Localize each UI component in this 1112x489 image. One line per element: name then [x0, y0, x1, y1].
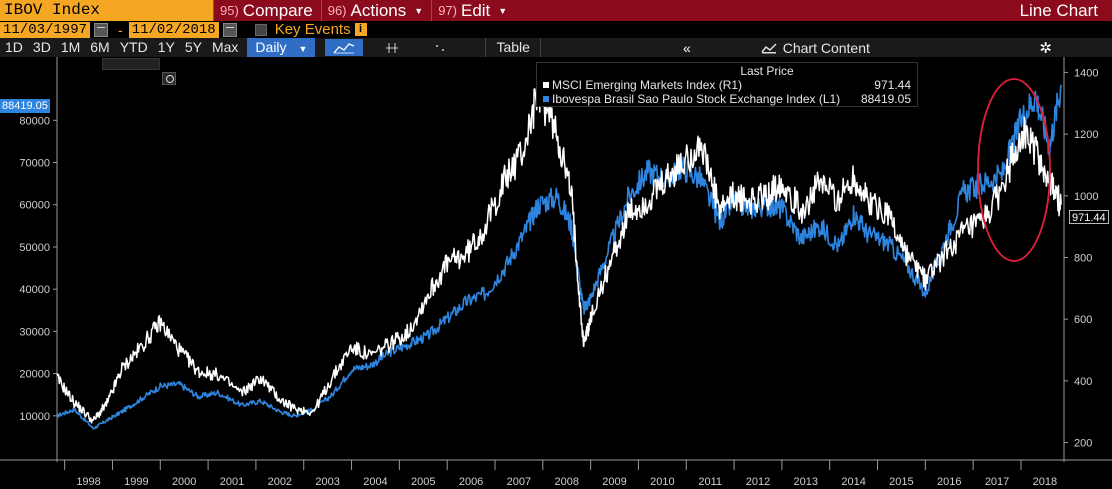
actions-menu[interactable]: 96) Actions ▼ — [320, 0, 431, 21]
chart-content-button[interactable]: Chart Content — [761, 40, 870, 56]
legend-series-name: Ibovespa Brasil Sao Paulo Stock Exchange… — [552, 92, 841, 106]
chart-legend: Last Price MSCI Emerging Markets Index (… — [536, 62, 918, 107]
left-axis-tick-label: 70000 — [19, 158, 50, 170]
edit-menu[interactable]: 97) Edit ▼ — [431, 0, 515, 21]
range-1y-button[interactable]: 1Y — [157, 39, 175, 55]
x-axis-tick-label: 2015 — [889, 476, 913, 488]
legend-header: Last Price — [740, 64, 794, 78]
legend-series-value: 971.44 — [874, 78, 911, 92]
key-events-label[interactable]: Key Events — [274, 21, 351, 38]
right-axis-tick-label: 200 — [1074, 438, 1092, 450]
key-events-checkbox[interactable] — [254, 23, 267, 36]
annotation-icon[interactable] — [421, 39, 459, 56]
range-ytd-button[interactable]: YTD — [119, 39, 148, 55]
x-axis-tick-label: 2009 — [602, 476, 626, 488]
x-axis-tick-label: 2017 — [985, 476, 1009, 488]
x-axis-tick-label: 2011 — [698, 476, 722, 488]
x-axis-tick-label: 2012 — [746, 476, 770, 488]
x-axis-tick-label: 2005 — [411, 476, 435, 488]
x-axis-tick-label: 2004 — [363, 476, 387, 488]
x-axis-tick-label: 1999 — [124, 476, 148, 488]
date-range-bar: 11/03/1997 - 11/02/2018 Key Events i — [0, 21, 1112, 38]
x-axis-tick-label: 2014 — [841, 476, 865, 488]
range-5y-button[interactable]: 5Y — [184, 39, 202, 55]
calendar-icon[interactable] — [94, 22, 109, 37]
legend-swatch-blue — [543, 96, 549, 102]
right-axis-tick-label: 600 — [1074, 314, 1092, 326]
range-6m-button[interactable]: 6M — [90, 39, 110, 55]
edit-menu-number: 97) — [438, 3, 457, 18]
right-axis-tick-label: 1400 — [1074, 67, 1098, 79]
x-axis-tick-label: 2002 — [268, 476, 292, 488]
right-axis-tick-label: 1200 — [1074, 129, 1098, 141]
frequency-value: Daily — [255, 39, 287, 55]
security-ticker[interactable]: IBOV Index — [0, 0, 213, 21]
actions-menu-number: 96) — [327, 3, 347, 18]
zoom-reset-icon[interactable] — [162, 72, 176, 85]
legend-item[interactable]: Ibovespa Brasil Sao Paulo Stock Exchange… — [537, 92, 917, 106]
crosshair-icon[interactable] — [373, 39, 411, 56]
x-axis-tick-label: 2003 — [315, 476, 339, 488]
x-axis-tick-label: 2008 — [554, 476, 578, 488]
legend-item[interactable]: MSCI Emerging Markets Index (R1) 971.44 — [537, 78, 917, 92]
range-max-button[interactable]: Max — [211, 39, 239, 55]
series-line-msci-em — [56, 74, 1062, 424]
x-axis-tick-label: 2000 — [172, 476, 196, 488]
gear-icon[interactable]: ✲ — [1039, 39, 1052, 57]
left-axis-last-value-tag: 88419.05 — [0, 99, 50, 113]
compare-menu[interactable]: 95) Compare — [213, 0, 321, 21]
x-axis-tick-label: 2018 — [1033, 476, 1057, 488]
chart-content-icon — [761, 42, 777, 53]
x-axis-tick-label: 2006 — [459, 476, 483, 488]
range-1d-button[interactable]: 1D — [5, 39, 23, 55]
table-button[interactable]: Table — [485, 38, 541, 57]
left-axis-tick-label: 60000 — [19, 200, 50, 212]
line-chart[interactable]: 10000 20000 30000 40000 50000 60000 70000 80000… — [0, 57, 1112, 489]
compare-menu-number: 95) — [220, 3, 239, 18]
chart-toolbar: 1D 3D 1M 6M YTD 1Y 5Y Max Daily ▼ Table «… — [0, 38, 1112, 57]
x-axis-tick-label: 2001 — [220, 476, 244, 488]
end-date-field[interactable]: 11/02/2018 — [128, 21, 219, 38]
frequency-dropdown[interactable]: Daily ▼ — [247, 38, 316, 57]
left-axis-tick-label: 80000 — [19, 115, 50, 127]
info-icon[interactable]: i — [354, 23, 367, 36]
calendar-icon[interactable] — [222, 22, 237, 37]
start-date-field[interactable]: 11/03/1997 — [0, 21, 91, 38]
chart-content-label: Chart Content — [782, 39, 870, 56]
left-axis-tick-label: 10000 — [19, 411, 50, 423]
x-axis-tick-label: 1998 — [76, 476, 100, 488]
right-axis-tick-label: 1000 — [1074, 191, 1098, 203]
right-axis-last-value-tag: 971.44 — [1069, 210, 1109, 224]
mini-drawing-toolbar[interactable] — [102, 58, 160, 70]
right-axis-tick-label: 800 — [1074, 253, 1092, 265]
legend-swatch-white — [543, 82, 549, 88]
collapse-icon[interactable]: « — [682, 39, 691, 56]
chevron-down-icon: ▼ — [414, 5, 424, 16]
range-1m-button[interactable]: 1M — [60, 39, 81, 55]
right-axis-tick-label: 400 — [1074, 376, 1092, 388]
edit-menu-label: Edit — [460, 0, 491, 20]
highlight-ellipse — [977, 78, 1051, 262]
chevron-down-icon: ▼ — [298, 44, 308, 54]
range-3d-button[interactable]: 3D — [32, 39, 51, 55]
x-axis-tick-label: 2010 — [650, 476, 674, 488]
chevron-down-icon: ▼ — [498, 5, 508, 16]
actions-menu-label: Actions — [350, 0, 407, 20]
x-axis-tick-label: 2007 — [507, 476, 531, 488]
left-axis-tick-label: 20000 — [19, 369, 50, 381]
line-chart-icon[interactable] — [325, 39, 364, 56]
command-bar: IBOV Index 95) Compare 96) Actions ▼ 97)… — [0, 0, 1112, 21]
x-axis-tick-label: 2016 — [937, 476, 961, 488]
legend-series-value: 88419.05 — [860, 92, 911, 106]
x-axis-tick-label: 2013 — [794, 476, 818, 488]
left-axis-tick-label: 40000 — [19, 284, 50, 296]
left-axis-tick-label: 50000 — [19, 242, 50, 254]
date-separator: - — [118, 21, 123, 38]
chart-type-title: Line Chart — [1019, 0, 1098, 20]
left-axis-tick-label: 30000 — [19, 326, 50, 338]
legend-series-name: MSCI Emerging Markets Index (R1) — [552, 78, 743, 92]
compare-menu-label: Compare — [242, 0, 313, 20]
